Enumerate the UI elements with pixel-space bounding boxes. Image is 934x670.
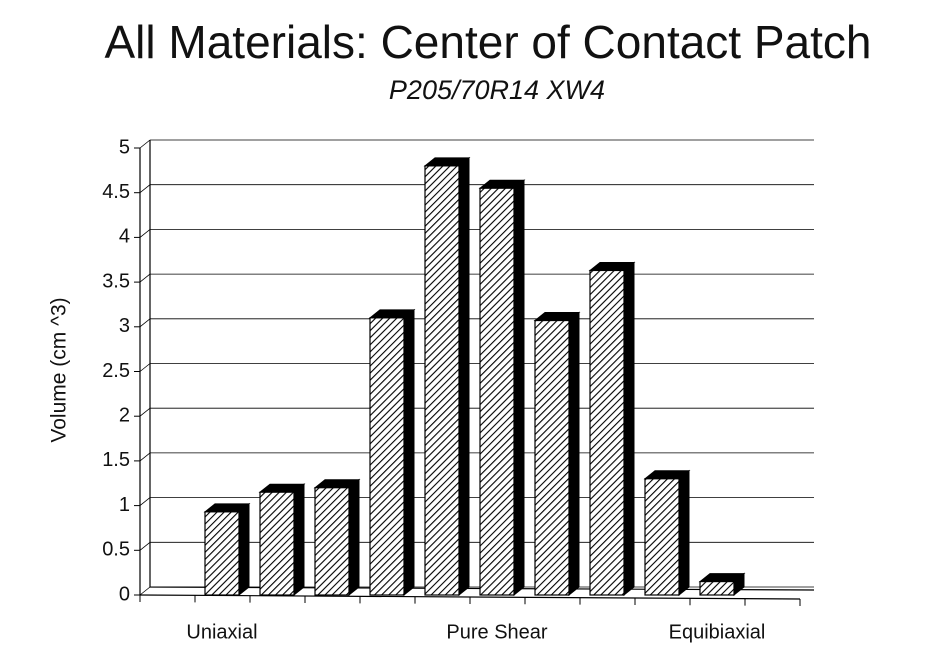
bar-side <box>678 469 690 597</box>
bar <box>699 580 735 596</box>
bar-side <box>623 261 635 597</box>
bar-side <box>348 478 360 597</box>
bar-side <box>403 308 415 597</box>
grid-line <box>139 318 151 328</box>
x-tick-label: Uniaxial <box>186 621 257 643</box>
y-tick-label: 1.5 <box>102 449 130 471</box>
bar <box>479 187 515 596</box>
y-tick-label: 5 <box>119 136 130 158</box>
y-tick-label: 2.5 <box>102 360 130 382</box>
y-axis-label: Volume (cm ^3) <box>48 297 71 442</box>
bar-side <box>238 502 250 597</box>
y-tick-label: 3.5 <box>102 270 130 292</box>
bar-side <box>568 311 580 597</box>
grid-line <box>139 363 151 372</box>
bar <box>204 511 240 596</box>
bar <box>369 317 405 596</box>
grid-line <box>139 452 151 462</box>
grid-line <box>139 541 151 551</box>
bar <box>644 478 680 596</box>
grid-line <box>139 497 151 506</box>
grid-line <box>139 184 151 194</box>
y-tick-label: 0 <box>119 583 130 605</box>
bar <box>589 269 625 596</box>
x-tick-label: Equibiaxial <box>669 621 766 643</box>
bar-side <box>293 483 305 597</box>
chart-title: All Materials: Center of Contact Patch <box>105 16 872 68</box>
grid-line <box>139 229 151 238</box>
chart-subtitle: P205/70R14 XW4 <box>389 75 605 105</box>
grid-line <box>139 273 151 283</box>
y-tick-label: 0.5 <box>102 539 130 561</box>
bar <box>259 491 295 596</box>
bar-side <box>458 156 470 597</box>
plot-area: 0 0.5 1 1.5 2 2.5 3 3.5 4 4.5 5 Uniaxial Pure Shear E… <box>102 136 815 643</box>
y-tick-label: 4.5 <box>102 181 130 203</box>
y-tick-label: 3 <box>119 315 130 337</box>
grid-line <box>139 407 151 417</box>
grid-line <box>139 586 151 596</box>
x-tick-label: Pure Shear <box>446 621 548 643</box>
y-tick-label: 1 <box>119 494 130 516</box>
y-tick-label: 4 <box>119 226 130 248</box>
bar <box>314 487 350 596</box>
y-tick-label: 2 <box>119 404 130 426</box>
bar <box>424 165 460 596</box>
bar <box>534 319 570 596</box>
grid-line <box>139 139 151 149</box>
bar-side <box>513 179 525 597</box>
